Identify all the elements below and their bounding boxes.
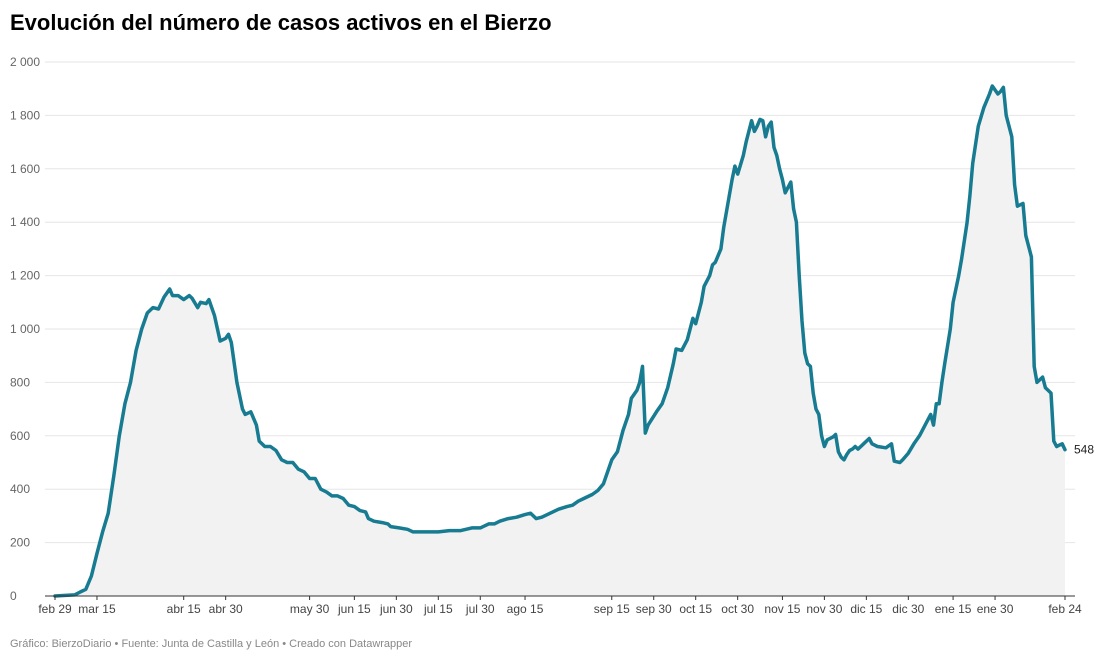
y-tick-label: 0 — [10, 589, 17, 603]
y-tick-label: 800 — [10, 375, 30, 389]
series-line — [53, 84, 1067, 598]
x-tick-label: feb 29 — [38, 602, 72, 616]
chart-footer: Gráfico: BierzoDiario • Fuente: Junta de… — [10, 638, 413, 650]
y-tick-label: 1 600 — [10, 162, 40, 176]
x-tick-label: sep 15 — [594, 602, 630, 616]
y-tick-label: 2 000 — [10, 55, 40, 69]
x-tick-label: abr 30 — [209, 602, 243, 616]
y-tick-label: 1 400 — [10, 215, 40, 229]
x-tick-label: oct 15 — [679, 602, 712, 616]
series-area — [55, 86, 1065, 596]
x-tick-label: abr 15 — [167, 602, 201, 616]
x-tick-label: jul 30 — [465, 602, 495, 616]
x-tick-label: nov 15 — [764, 602, 800, 616]
x-tick-label: dic 30 — [892, 602, 924, 616]
x-tick-label: mar 15 — [78, 602, 116, 616]
x-tick-label: oct 30 — [721, 602, 754, 616]
x-tick-label: may 30 — [290, 602, 330, 616]
chart-title: Evolución del número de casos activos en… — [10, 10, 552, 35]
y-tick-label: 1 000 — [10, 322, 40, 336]
x-tick-label: ene 30 — [977, 602, 1014, 616]
y-axis-ticks: 0 200 400 600 800 1 000 1 200 1 400 1 600 1 800 2 … — [10, 55, 40, 603]
y-tick-label: 1 800 — [10, 108, 40, 122]
x-tick-label: jul 15 — [423, 602, 453, 616]
x-tick-label: ene 15 — [935, 602, 972, 616]
x-tick-label: sep 30 — [636, 602, 672, 616]
x-tick-label: dic 15 — [850, 602, 882, 616]
x-tick-label: ago 15 — [507, 602, 544, 616]
y-tick-label: 1 200 — [10, 269, 40, 283]
x-tick-label: jun 30 — [379, 602, 413, 616]
end-value-label: 548 — [1074, 443, 1094, 457]
x-axis-ticks: feb 29 mar 15 abr 15 abr 30 may 30 jun 15 jun … — [38, 596, 1082, 616]
x-tick-label: jun 15 — [337, 602, 371, 616]
y-tick-label: 600 — [10, 429, 30, 443]
y-tick-label: 400 — [10, 482, 30, 496]
x-tick-label: feb 24 — [1048, 602, 1082, 616]
y-tick-label: 200 — [10, 536, 30, 550]
x-tick-label: nov 30 — [806, 602, 842, 616]
